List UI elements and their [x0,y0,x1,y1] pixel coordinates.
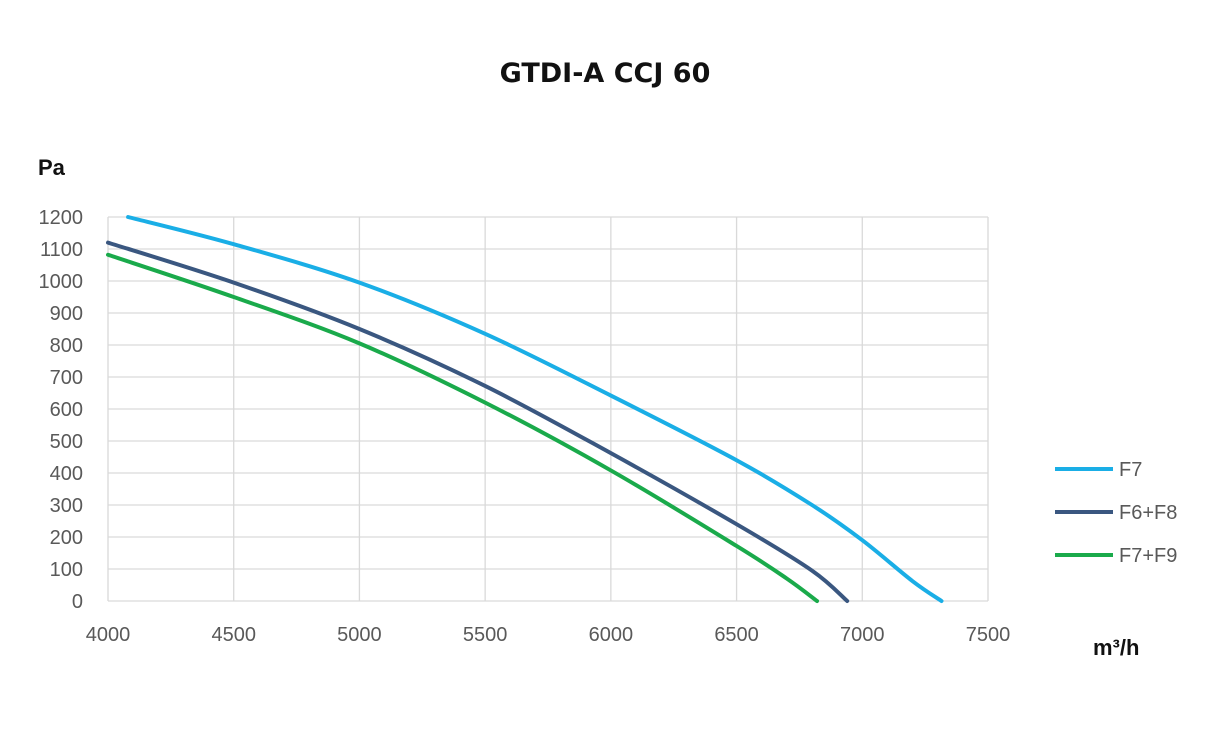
y-tick-label: 700 [50,367,83,389]
y-tick-label: 200 [50,527,83,549]
y-tick-label: 1000 [39,271,84,293]
x-tick-label: 7500 [966,624,1011,646]
series-line-0 [126,215,944,603]
x-tick-label: 4000 [86,624,131,646]
y-tick-label: 1200 [39,207,84,229]
y-tick-label: 1100 [40,239,83,261]
y-tick-label: 300 [50,495,83,517]
y-tick-label: 500 [50,431,83,453]
y-axis-label: Pa [38,155,66,180]
legend-label: F6+F8 [1119,502,1177,524]
y-tick-label: 800 [50,335,83,357]
legend-label: F7 [1119,459,1142,481]
x-tick-label: 6500 [714,624,759,646]
x-tick-labels: 4000 4500 5000 5500 6000 6500 7000 7500 [86,624,1011,646]
x-tick-label: 6000 [589,624,634,646]
series-lines [106,215,944,603]
y-tick-label: 600 [50,399,83,421]
y-tick-label: 100 [50,559,83,581]
x-axis-label: m³/h [1093,635,1139,660]
x-tick-label: 7000 [840,624,885,646]
gridlines [107,216,989,602]
y-tick-label: 400 [50,463,83,485]
series-line-1 [106,240,850,603]
chart-title: GTDI-A CCJ 60 [500,58,711,89]
x-tick-label: 5500 [463,624,508,646]
y-tick-label: 900 [50,303,83,325]
legend: F7 F6+F8 F7+F9 [1055,459,1177,567]
y-tick-label: 0 [72,591,83,613]
x-tick-label: 5000 [337,624,382,646]
x-tick-label: 4500 [211,624,256,646]
y-tick-labels: 0 100 200 300 400 500 600 700 800 900 1000 1100 1200 [39,207,84,613]
series-line-2 [106,252,820,603]
legend-label: F7+F9 [1119,545,1177,567]
